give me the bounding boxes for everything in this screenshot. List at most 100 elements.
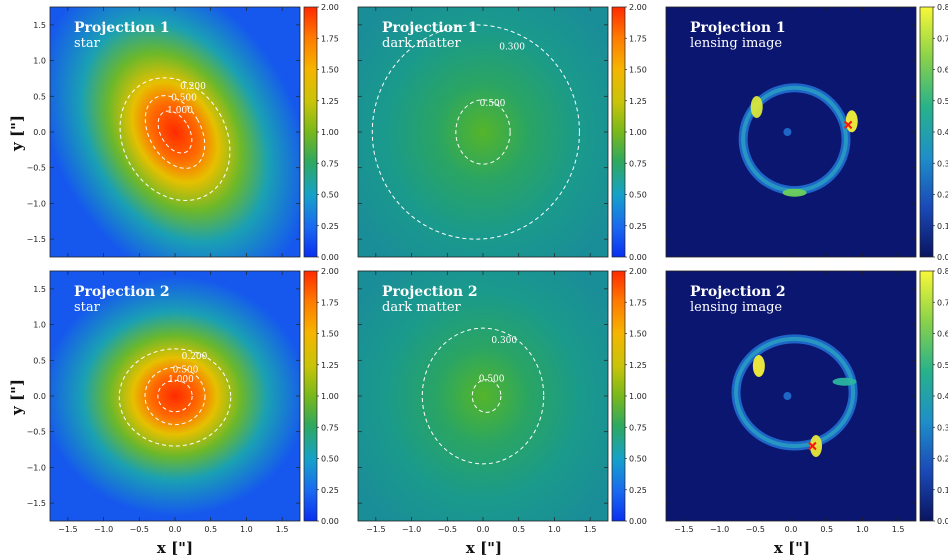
y-tick-label: 0.0 xyxy=(33,392,46,401)
colorbar-tick-label: 1.00 xyxy=(321,392,339,401)
colorbar-tick-label: 0.25 xyxy=(629,222,647,231)
panel-subtitle: lensing image xyxy=(690,300,782,315)
x-tick-label: −1.0 xyxy=(402,525,421,534)
panel-subtitle: dark matter xyxy=(382,36,462,51)
contour-0.200 xyxy=(119,77,231,201)
y-tick-label: −0.5 xyxy=(27,164,46,173)
y-tick-label: −1.0 xyxy=(27,463,46,472)
colorbar-tick-label: 1.50 xyxy=(629,66,647,75)
colorbar-tick-label: 0.6 xyxy=(937,66,948,75)
colorbar-tick-label: 0.00 xyxy=(321,253,339,262)
colorbar-tick-label: 0.4 xyxy=(937,128,948,137)
colorbar-tick-label: 0.4 xyxy=(937,392,948,401)
x-tick-label: −0.5 xyxy=(130,525,149,534)
contour-label: 1.000 xyxy=(167,106,193,116)
panel-subtitle: dark matter xyxy=(382,300,462,315)
y-axis-label-row-2: y ["] xyxy=(8,379,26,416)
y-tick-label: −1.0 xyxy=(27,199,46,208)
contour-label: 0.300 xyxy=(499,43,525,53)
colorbar-tick-label: 1.50 xyxy=(321,330,339,339)
colorbar-tick-label: 0.50 xyxy=(321,455,339,464)
colorbar-tick-label: 1.00 xyxy=(321,128,339,137)
contour-0.500 xyxy=(144,366,206,426)
colorbar-tick-label: 0.3 xyxy=(937,159,948,168)
y-tick-label: 1.5 xyxy=(33,285,46,294)
colorbar-tick-label: 0.2 xyxy=(937,191,948,200)
colorbar-tick-label: 2.00 xyxy=(321,267,339,276)
x-tick-label: 1.0 xyxy=(240,525,253,534)
colorbar-tick-label: 0.00 xyxy=(321,517,339,526)
panel-title: Projection 2 xyxy=(74,284,170,300)
x-tick-label: −1.5 xyxy=(674,525,693,534)
y-tick-label: 1.0 xyxy=(33,321,46,330)
y-tick-label: −1.5 xyxy=(27,499,46,508)
panel-title: Projection 1 xyxy=(690,20,786,36)
x-tick-label: 1.5 xyxy=(584,525,597,534)
colorbar-tick-label: 0.50 xyxy=(629,455,647,464)
colorbar-tick-label: 1.50 xyxy=(629,330,647,339)
contour-label: 0.300 xyxy=(491,336,517,346)
colorbar-scale xyxy=(919,6,934,258)
bright-arc xyxy=(752,355,765,377)
lens-center xyxy=(783,128,792,136)
colorbar-tick-label: 1.75 xyxy=(321,298,339,307)
einstein-ring-core xyxy=(734,336,856,448)
colorbar: 0.8 0.7 0.6 0.5 0.4 0.3 0.2 0.1 0.0 xyxy=(919,267,948,526)
x-tick-label: −1.0 xyxy=(710,525,729,534)
contour-label: 0.200 xyxy=(180,82,206,92)
x-tick-label: 0.0 xyxy=(169,525,182,534)
colorbar-scale xyxy=(611,270,626,522)
y-tick-label: 0.5 xyxy=(33,356,46,365)
y-tick-label: −1.5 xyxy=(27,235,46,244)
colorbar-tick-label: 1.25 xyxy=(321,97,339,106)
y-tick-label: 0.0 xyxy=(33,128,46,137)
colorbar-tick-label: 0.2 xyxy=(937,455,948,464)
bright-arc xyxy=(782,188,807,197)
x-axis-label-col-2: x ["] xyxy=(466,539,502,557)
contour-0.500 xyxy=(144,95,206,169)
y-axis-label-row-1: y ["] xyxy=(8,115,26,152)
colorbar-scale xyxy=(611,6,626,258)
bright-arc xyxy=(810,435,822,457)
panel-title: Projection 1 xyxy=(382,20,478,36)
colorbar-tick-label: 0.0 xyxy=(937,517,948,526)
x-tick-label: 0.5 xyxy=(820,525,833,534)
colorbar: 2.00 1.75 1.50 1.25 1.00 0.75 0.50 0.25 0.00 xyxy=(303,267,339,526)
colorbar-tick-label: 2.00 xyxy=(321,3,339,12)
contour-0.500 xyxy=(471,379,502,413)
x-tick-label: 1.0 xyxy=(856,525,869,534)
bright-arc xyxy=(845,110,858,133)
colorbar-tick-label: 0.75 xyxy=(629,423,647,432)
colorbar-tick-label: 0.3 xyxy=(937,423,948,432)
colorbar-tick-label: 1.00 xyxy=(629,128,647,137)
colorbar-tick-label: 0.25 xyxy=(321,222,339,231)
contour-label: 0.500 xyxy=(171,94,197,104)
contour-0.500 xyxy=(455,99,511,165)
colorbar-tick-label: 0.8 xyxy=(937,3,948,12)
colorbar-tick-label: 0.25 xyxy=(629,486,647,495)
x-tick-label: 1.5 xyxy=(892,525,905,534)
colorbar-tick-label: 0.75 xyxy=(321,159,339,168)
colorbar-tick-label: 0.25 xyxy=(321,486,339,495)
x-tick-label: −1.0 xyxy=(94,525,113,534)
x-tick-label: 1.0 xyxy=(548,525,561,534)
lens-center xyxy=(783,392,792,400)
colorbar-tick-label: 0.5 xyxy=(937,361,948,370)
x-tick-label: 0.0 xyxy=(785,525,798,534)
colorbar-tick-label: 1.25 xyxy=(629,361,647,370)
density-blob xyxy=(358,271,608,521)
colorbar-tick-label: 1.75 xyxy=(629,34,647,43)
y-tick-label: 1.5 xyxy=(33,21,46,30)
density-blob xyxy=(50,276,300,516)
contour-0.300 xyxy=(371,24,580,240)
colorbar: 2.00 1.75 1.50 1.25 1.00 0.75 0.50 0.25 0.00 xyxy=(611,3,647,262)
x-axis-label-col-1: x ["] xyxy=(157,539,193,557)
x-tick-label: −0.5 xyxy=(438,525,457,534)
colorbar: 2.00 1.75 1.50 1.25 1.00 0.75 0.50 0.25 0.00 xyxy=(611,267,647,526)
y-tick-label: 1.0 xyxy=(33,57,46,66)
colorbar-tick-label: 0.1 xyxy=(937,222,948,231)
contour-1.000 xyxy=(157,379,193,413)
bright-arc xyxy=(750,96,763,118)
